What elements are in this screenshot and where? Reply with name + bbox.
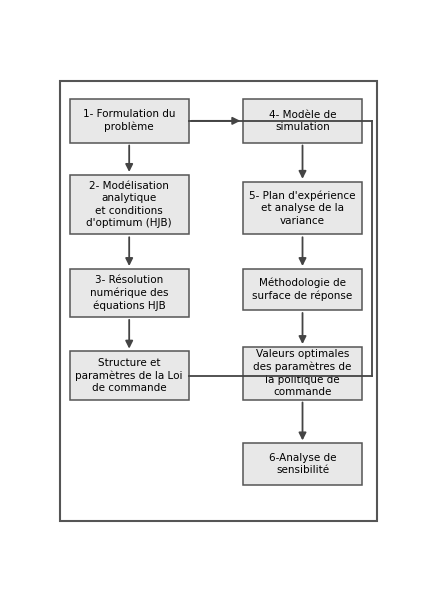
- FancyBboxPatch shape: [243, 443, 362, 485]
- Text: 4- Modèle de
simulation: 4- Modèle de simulation: [269, 110, 336, 132]
- FancyBboxPatch shape: [70, 269, 189, 317]
- FancyBboxPatch shape: [243, 269, 362, 310]
- Text: 5- Plan d'expérience
et analyse de la
variance: 5- Plan d'expérience et analyse de la va…: [249, 190, 356, 226]
- Text: Méthodologie de
surface de réponse: Méthodologie de surface de réponse: [252, 278, 353, 302]
- Text: Valeurs optimales
des paramètres de
la politique de
commande: Valeurs optimales des paramètres de la p…: [253, 349, 352, 397]
- FancyBboxPatch shape: [243, 347, 362, 400]
- Text: Structure et
paramètres de la Loi
de commande: Structure et paramètres de la Loi de com…: [75, 358, 183, 393]
- Text: 3- Résolution
numérique des
équations HJB: 3- Résolution numérique des équations HJ…: [90, 275, 168, 311]
- FancyBboxPatch shape: [70, 99, 189, 142]
- Text: 6-Analyse de
sensibilité: 6-Analyse de sensibilité: [269, 453, 336, 475]
- FancyBboxPatch shape: [60, 80, 377, 522]
- Text: 2- Modélisation
analytique
et conditions
d'optimum (HJB): 2- Modélisation analytique et conditions…: [86, 181, 172, 228]
- FancyBboxPatch shape: [243, 182, 362, 234]
- FancyBboxPatch shape: [70, 175, 189, 234]
- FancyBboxPatch shape: [70, 352, 189, 400]
- FancyBboxPatch shape: [243, 99, 362, 142]
- Text: 1- Formulation du
problème: 1- Formulation du problème: [83, 109, 176, 132]
